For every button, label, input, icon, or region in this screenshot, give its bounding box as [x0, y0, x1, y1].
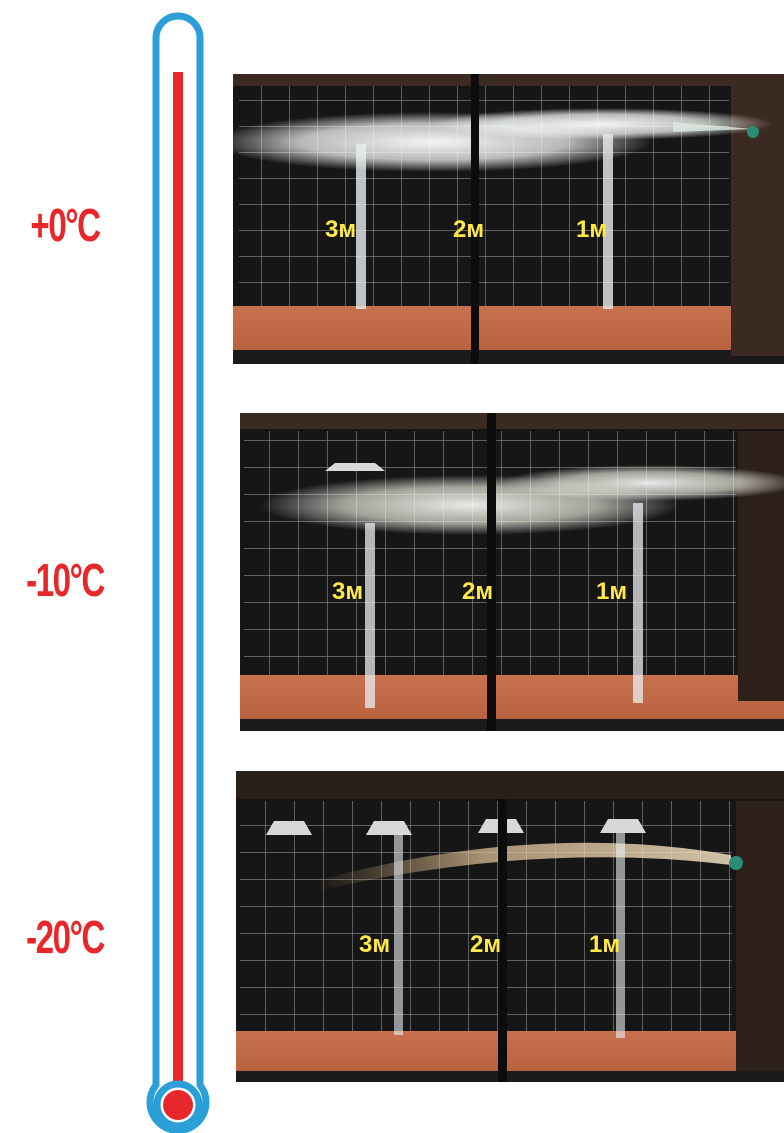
temperature-label-20: -20°C — [26, 911, 105, 963]
distance-label-2m: 2м — [462, 578, 493, 605]
thermometer-bulb — [163, 1090, 193, 1120]
distance-label-3m: 3м — [325, 216, 356, 243]
temperature-label-0: +0°C — [30, 199, 101, 251]
distance-label-1m: 1м — [589, 931, 620, 958]
distance-label-1m: 1м — [596, 578, 627, 605]
spray-photo-minus20c: 3м 2м 1м — [236, 771, 784, 1082]
spray-photo-minus10c: 3м 2м 1м — [240, 413, 784, 731]
distance-label-1m: 1м — [576, 216, 607, 243]
spray-photo-0c: 3м 2м 1м — [233, 74, 784, 364]
temperature-label-10: -10°C — [26, 554, 105, 606]
distance-label-2m: 2м — [470, 931, 501, 958]
distance-label-2m: 2м — [453, 216, 484, 243]
thermometer-mercury — [173, 72, 183, 1092]
distance-label-3m: 3м — [359, 931, 390, 958]
distance-label-3m: 3м — [332, 578, 363, 605]
